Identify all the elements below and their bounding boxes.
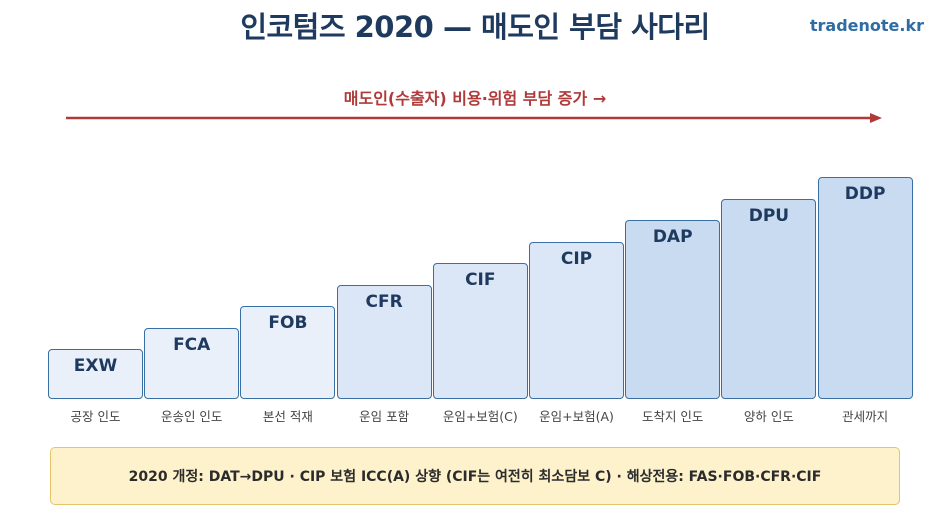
revision-note-text: 2020 개정: DAT→DPU · CIP 보험 ICC(A) 상향 (CIF… [128, 469, 822, 485]
step-code: DAP [652, 227, 693, 247]
step-label: 도착지 인도 [641, 409, 704, 424]
revision-note: 2020 개정: DAT→DPU · CIP 보험 ICC(A) 상향 (CIF… [50, 447, 900, 505]
step-label: 운송인 인도 [160, 409, 223, 424]
step-label: 운임 포함 [359, 409, 410, 424]
step-dap: DAP [625, 220, 721, 399]
step-exw: EXW [48, 349, 143, 399]
step-label: 본선 적재 [262, 409, 313, 424]
step-code: CFR [365, 291, 403, 312]
step-code: EXW [73, 356, 118, 376]
step-cip: CIP [529, 241, 624, 399]
step-label: 운임+보험(C) [442, 409, 518, 424]
step-dpu: DPU [721, 198, 817, 399]
step-fob: FOB [240, 306, 336, 399]
page-title: 인코텀즈 2020 — 매도인 부담 사다리 [240, 10, 710, 44]
progression-arrow-icon [66, 113, 882, 123]
step-code: CIP [560, 248, 593, 269]
step-ddp: DDP [817, 177, 913, 399]
step-fca: FCA [144, 327, 240, 399]
step-label: 운임+보험(A) [539, 409, 614, 424]
step-label: 양하 인도 [743, 409, 794, 424]
step-code: FCA [173, 334, 211, 355]
step-cfr: CFR [336, 284, 432, 399]
step-label: 관세까지 [842, 409, 889, 424]
brand-logo: tradenote.kr [809, 16, 924, 35]
step-code: FOB [268, 313, 308, 333]
step-code: CIF [465, 270, 496, 290]
step-code: DPU [748, 205, 790, 226]
step-code: DDP [844, 184, 886, 204]
arrow-label: 매도인(수출자) 비용·위험 부담 증가 → [343, 89, 607, 108]
step-cif: CIF [432, 263, 528, 399]
step-label: 공장 인도 [70, 409, 121, 424]
